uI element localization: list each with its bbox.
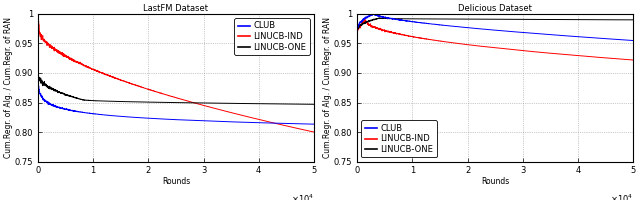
Y-axis label: Cum.Regr. of Alg. / Cum.Regr. of RAN: Cum.Regr. of Alg. / Cum.Regr. of RAN xyxy=(4,17,13,158)
X-axis label: Rounds: Rounds xyxy=(162,177,190,186)
Legend: CLUB, LINUCB-IND, LINUCB-ONE: CLUB, LINUCB-IND, LINUCB-ONE xyxy=(362,120,436,157)
X-axis label: Rounds: Rounds xyxy=(481,177,509,186)
Text: $\times 10^4$: $\times 10^4$ xyxy=(291,192,314,200)
Y-axis label: Cum.Regr. of Alg. / Cum.Regr. of RAN: Cum.Regr. of Alg. / Cum.Regr. of RAN xyxy=(323,17,332,158)
Title: Delicious Dataset: Delicious Dataset xyxy=(458,4,532,13)
Title: LastFM Dataset: LastFM Dataset xyxy=(143,4,209,13)
Text: $\times 10^4$: $\times 10^4$ xyxy=(610,192,633,200)
Legend: CLUB, LINUCB-IND, LINUCB-ONE: CLUB, LINUCB-IND, LINUCB-ONE xyxy=(234,18,310,55)
